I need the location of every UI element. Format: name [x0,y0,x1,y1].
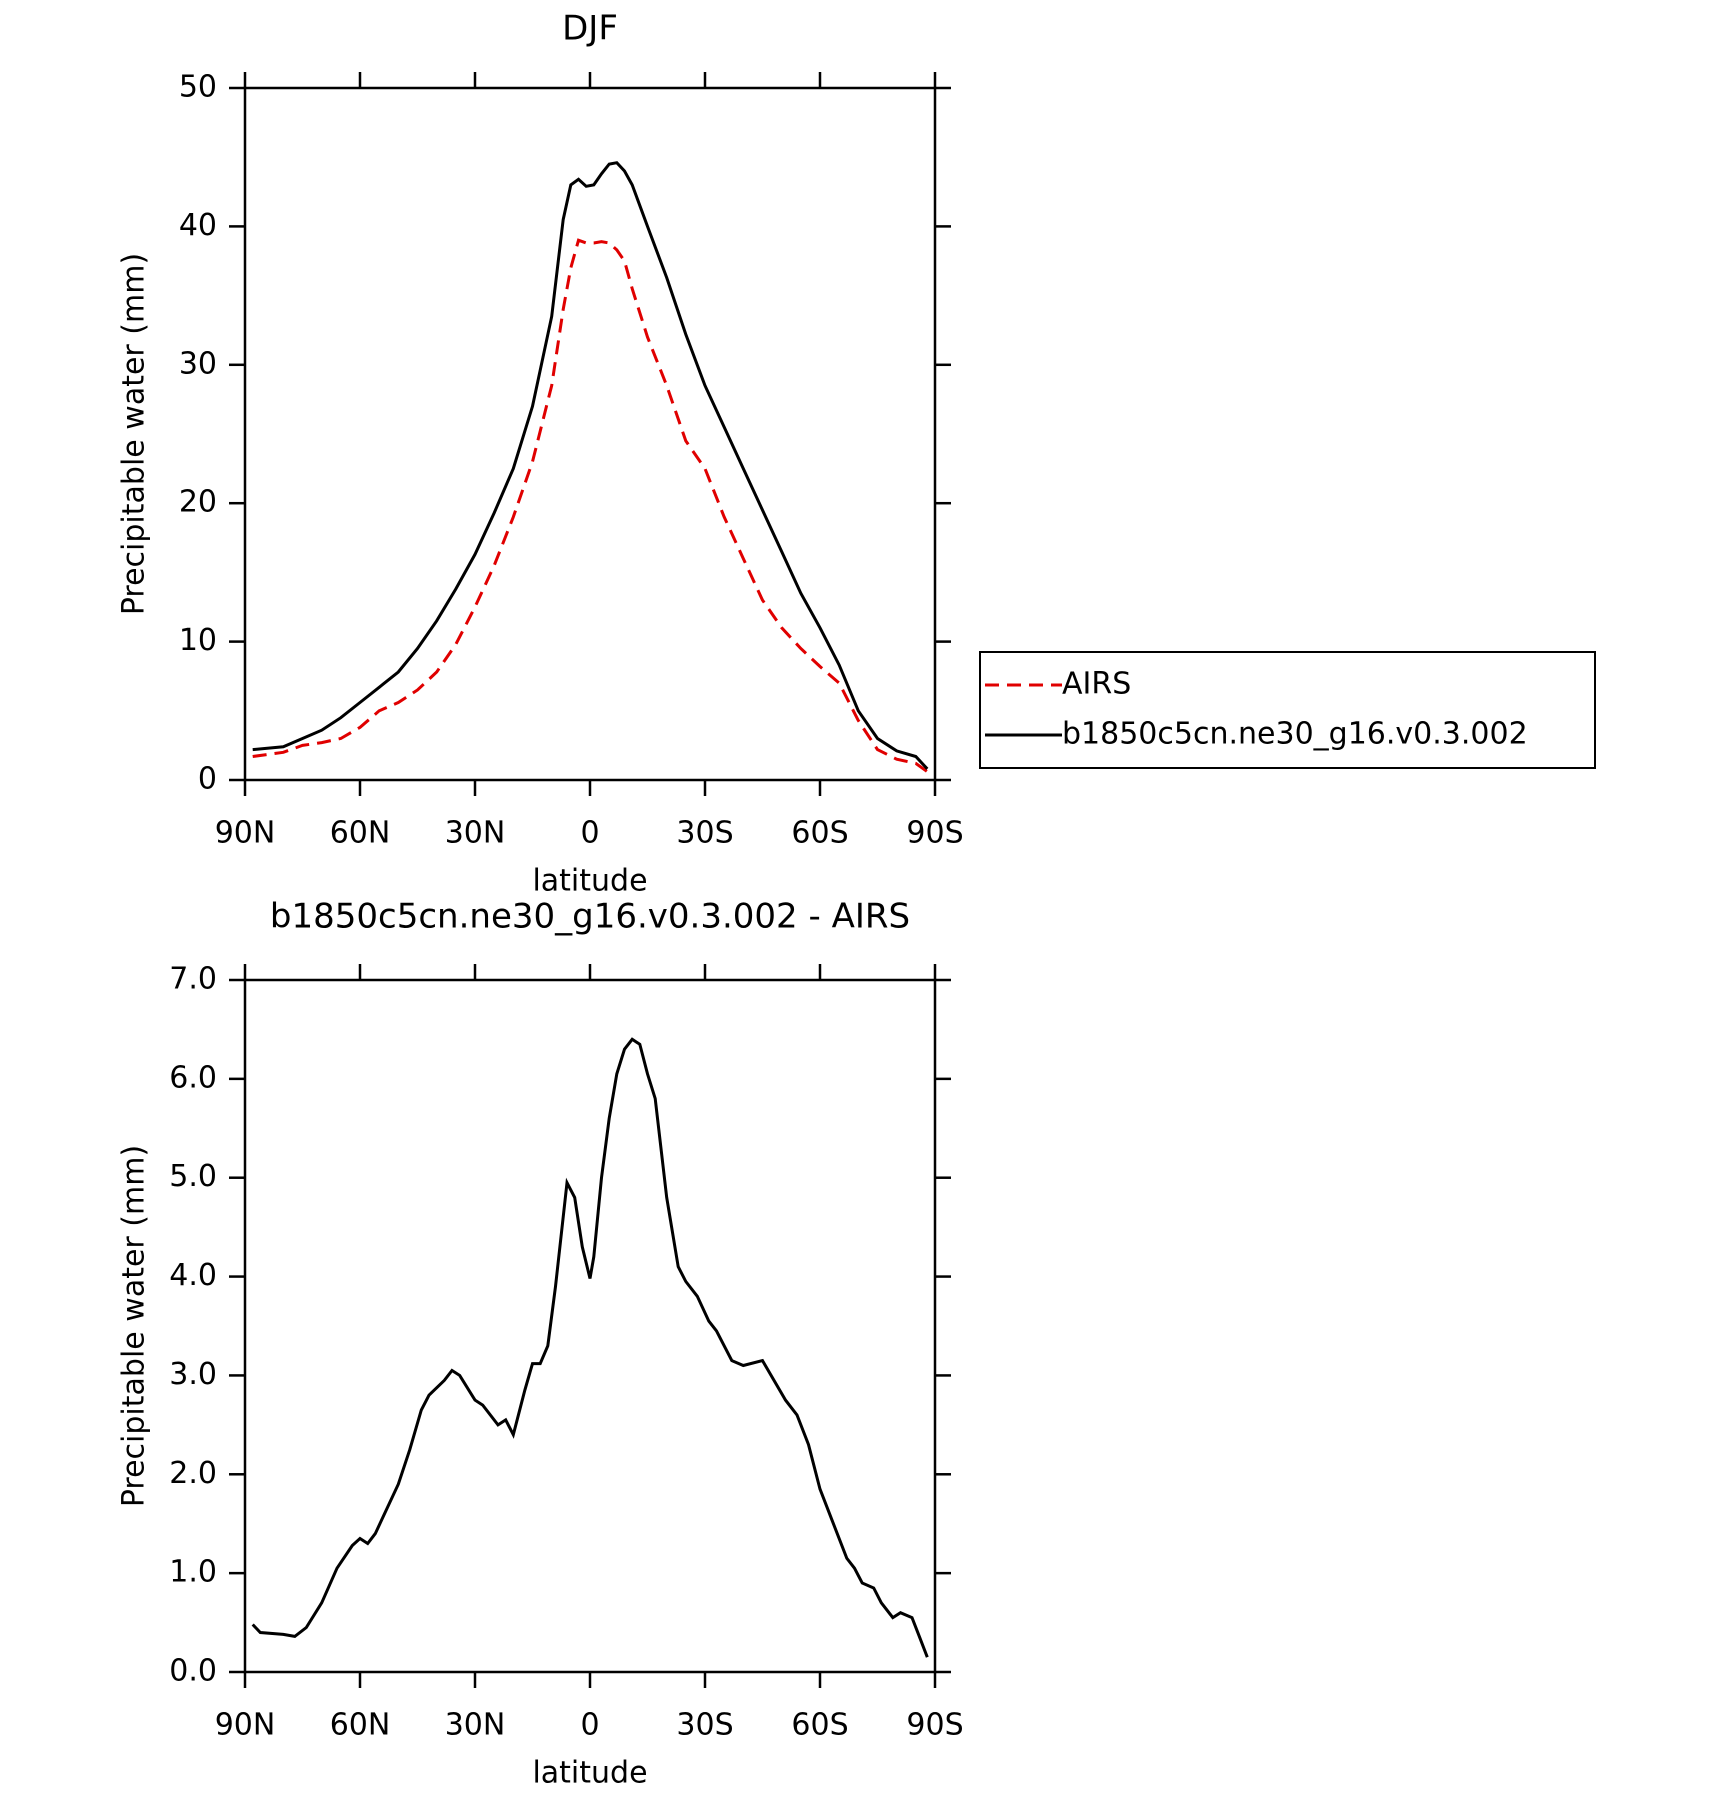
legend-box [979,651,1596,769]
y-tick-label: 0.0 [169,1654,217,1689]
x-tick-label: 60S [791,816,848,851]
y-tick-label: 7.0 [169,962,217,997]
x-tick-label: 60N [330,816,391,851]
data-line [251,1037,929,1658]
data-line [252,238,929,773]
legend-label: AIRS [1062,667,1131,702]
y-tick-label: 4.0 [169,1258,217,1293]
legend-label: b1850c5cn.ne30_g16.v0.3.002 [1062,717,1528,752]
y-tick-label: 1.0 [169,1555,217,1590]
y-tick-label: 3.0 [169,1357,217,1392]
y-tick-label: 0 [198,762,217,797]
y-tick-label: 6.0 [169,1060,217,1095]
y-tick-label: 5.0 [169,1159,217,1194]
y-tick-label: 50 [179,70,217,105]
chart-title: b1850c5cn.ne30_g16.v0.3.002 - AIRS [270,897,910,937]
x-tick-label: 90S [906,816,963,851]
y-tick-label: 2.0 [169,1456,217,1491]
x-tick-label: 90S [906,1708,963,1743]
y-axis-label: Precipitable water (mm) [117,253,152,615]
y-tick-label: 10 [179,623,217,658]
y-tick-label: 30 [179,346,217,381]
y-tick-label: 40 [179,208,217,243]
chart-title: DJF [562,9,618,49]
y-axis-label: Precipitable water (mm) [117,1145,152,1507]
x-tick-label: 0 [580,1708,599,1743]
x-tick-label: 90N [215,816,276,851]
x-axis-label: latitude [532,1756,647,1791]
x-tick-label: 30S [676,816,733,851]
data-line [252,161,929,770]
x-tick-label: 30N [445,816,506,851]
x-tick-label: 60S [791,1708,848,1743]
x-tick-label: 30N [445,1708,506,1743]
x-axis-label: latitude [532,864,647,899]
y-tick-label: 20 [179,485,217,520]
plot-frame [243,978,937,1674]
x-tick-label: 60N [330,1708,391,1743]
x-tick-label: 0 [580,816,599,851]
x-tick-label: 30S [676,1708,733,1743]
x-tick-label: 90N [215,1708,276,1743]
